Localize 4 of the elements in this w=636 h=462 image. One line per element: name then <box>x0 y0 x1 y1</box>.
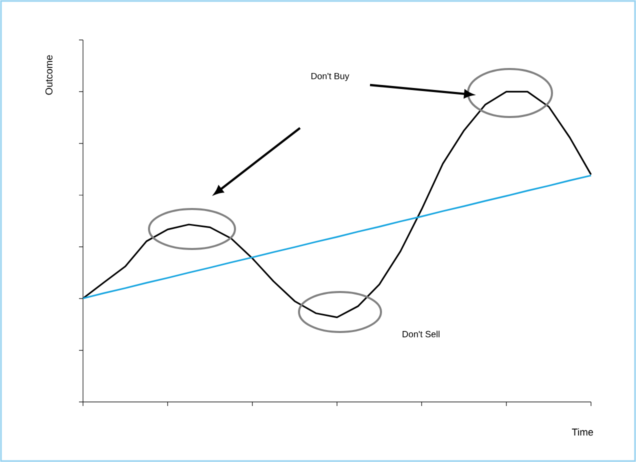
x-axis-title: Time <box>572 428 594 436</box>
y-axis-title: Outcome <box>45 55 52 95</box>
text: Don't Buy <box>311 72 350 81</box>
annotation: Don't Sell <box>402 330 440 338</box>
